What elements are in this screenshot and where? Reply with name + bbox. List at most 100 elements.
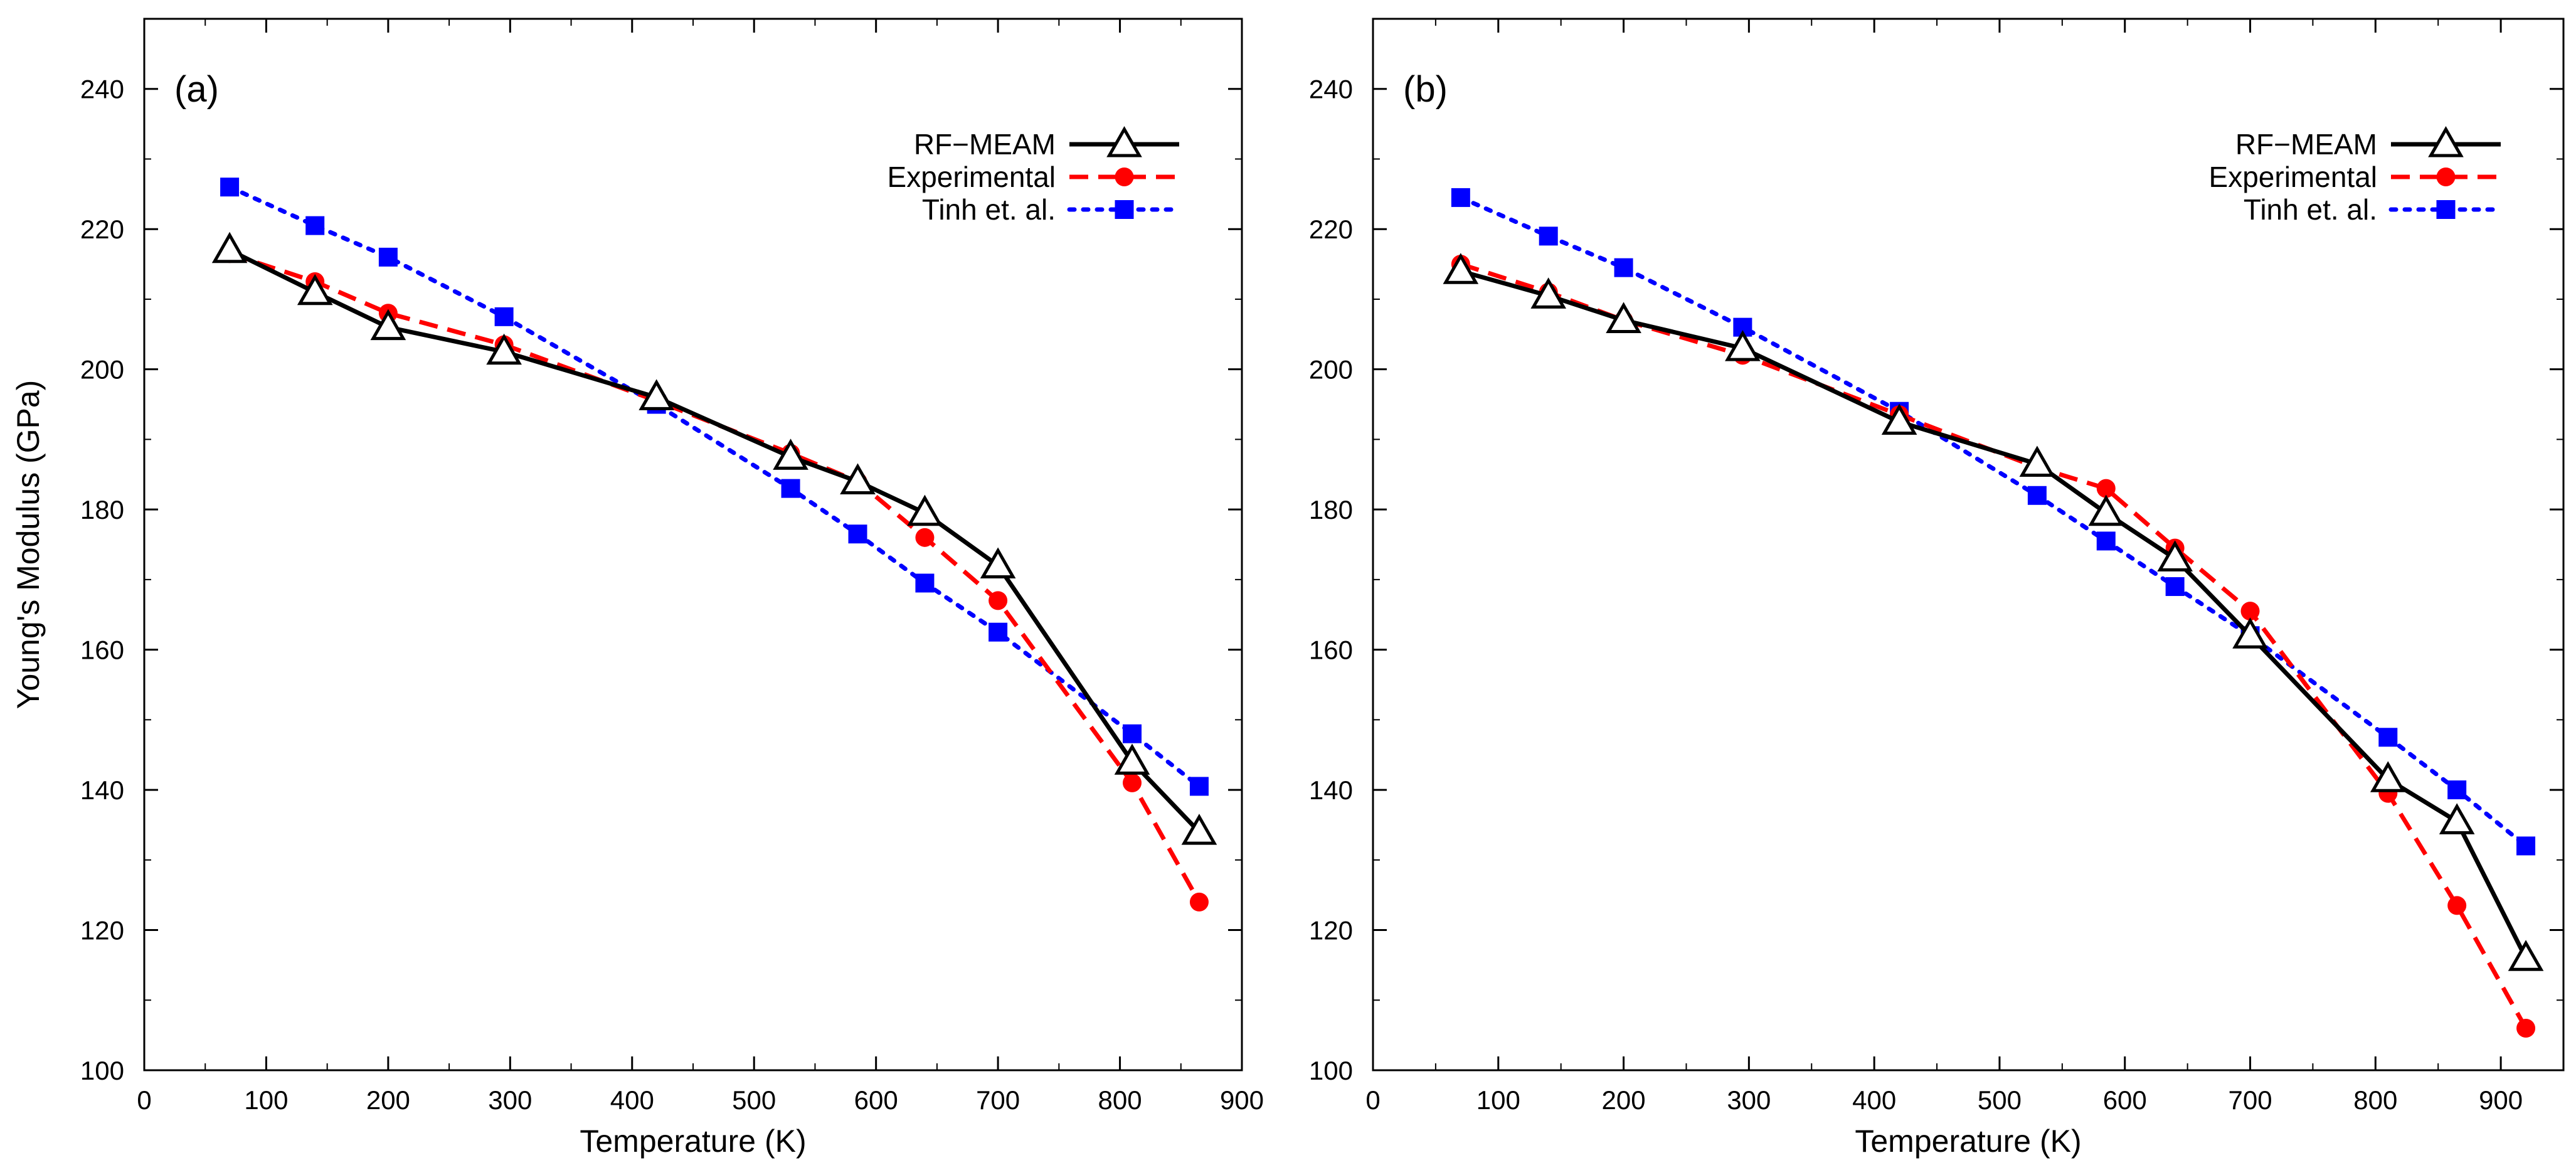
data-point (1189, 892, 1209, 912)
legend-marker (2436, 167, 2456, 186)
data-point (2378, 728, 2398, 747)
legend-marker (1115, 167, 1134, 186)
x-tick-label: 300 (1727, 1085, 1771, 1115)
data-point (2019, 445, 2055, 477)
series-line (1458, 195, 2528, 848)
y-tick-label: 120 (1309, 916, 1353, 945)
data-point (989, 591, 1008, 610)
x-axis-label: Temperature (K) (580, 1124, 806, 1159)
legend-item: Experimental (2209, 161, 2501, 193)
data-point (2516, 1018, 2536, 1038)
legend-marker (2428, 125, 2464, 157)
y-tick-label: 240 (80, 75, 124, 104)
x-tick-label: 100 (244, 1085, 288, 1115)
x-tick-label: 0 (137, 1085, 151, 1115)
data-point (915, 528, 935, 547)
y-tick-label: 200 (80, 355, 124, 385)
data-point (1181, 814, 1217, 845)
data-point (1189, 777, 1209, 796)
series-rf-meam (1443, 253, 2544, 971)
y-tick-label: 160 (1309, 635, 1353, 665)
data-point (1614, 258, 1633, 277)
y-tick-label: 140 (80, 775, 124, 805)
data-point (1114, 743, 1150, 775)
x-tick-label: 100 (1476, 1085, 1520, 1115)
data-point (915, 573, 935, 593)
data-point (989, 622, 1008, 642)
panel-label: (b) (1403, 69, 1448, 110)
x-tick-label: 900 (2479, 1085, 2523, 1115)
x-tick-label: 500 (732, 1085, 776, 1115)
y-tick-label: 200 (1309, 355, 1353, 385)
x-tick-label: 900 (1220, 1085, 1264, 1115)
data-point (2447, 896, 2467, 915)
data-point (486, 333, 522, 365)
data-point (980, 547, 1016, 579)
data-point (2027, 486, 2047, 505)
data-point (840, 463, 876, 494)
data-point (2157, 540, 2193, 572)
legend-item: RF−MEAM (914, 125, 1179, 161)
y-tick-label: 180 (80, 495, 124, 524)
legend-item: RF−MEAM (2235, 125, 2501, 161)
data-point (1881, 403, 1917, 435)
data-point (1725, 330, 1761, 361)
data-point (848, 524, 867, 544)
data-point (2516, 836, 2536, 856)
x-tick-label: 200 (1602, 1085, 1646, 1115)
panels: 0 100 200 300 400 500 600 700 800 900 100 120 140 160… (11, 18, 2565, 1159)
y-tick-label: 120 (80, 916, 124, 945)
data-point (2096, 531, 2116, 551)
data-point (1123, 724, 1142, 743)
data-point (220, 178, 240, 197)
x-tick-label: 700 (2228, 1085, 2272, 1115)
data-point (2240, 602, 2260, 621)
legend-label: Tinh et. al. (922, 193, 1056, 226)
data-point (1606, 302, 1641, 333)
x-tick-label: 400 (610, 1085, 654, 1115)
data-point (494, 307, 514, 326)
data-point (2165, 577, 2185, 597)
data-point (1123, 773, 1142, 792)
data-point (305, 216, 325, 235)
x-tick-label: 400 (1852, 1085, 1896, 1115)
panel-label: (a) (174, 69, 219, 110)
series-rf-meam (211, 231, 1217, 845)
y-axis-label: Young's Modulus (GPa) (11, 380, 46, 710)
y-tick-label: 100 (80, 1056, 124, 1085)
x-tick-label: 300 (488, 1085, 532, 1115)
x-tick-label: 700 (976, 1085, 1020, 1115)
data-point (1443, 253, 1479, 284)
data-point (2088, 494, 2124, 526)
data-point (1451, 188, 1470, 207)
y-tick-label: 140 (1309, 775, 1353, 805)
x-tick-label: 500 (1978, 1085, 2022, 1115)
data-point (378, 247, 398, 267)
legend-item: Tinh et. al. (2244, 193, 2503, 226)
legend-label: Experimental (888, 161, 1056, 193)
data-point (907, 494, 943, 526)
data-point (1530, 277, 1567, 309)
legend-label: Tinh et. al. (2244, 193, 2377, 226)
legend-label: RF−MEAM (914, 128, 1056, 161)
y-tick-label: 220 (80, 215, 124, 244)
x-tick-label: 800 (2353, 1085, 2397, 1115)
y-tick-label: 160 (80, 635, 124, 665)
x-tick-label: 600 (2103, 1085, 2147, 1115)
data-point (639, 379, 674, 410)
x-axis-label: Temperature (K) (1855, 1124, 2081, 1159)
data-point (2439, 803, 2475, 834)
legend-marker (2436, 200, 2456, 219)
data-point (211, 231, 248, 263)
data-point (297, 274, 333, 306)
data-point (2096, 479, 2116, 498)
chart-panel-a: 0 100 200 300 400 500 600 700 800 900 100 120 140 160… (11, 18, 1264, 1159)
data-point (2447, 780, 2467, 800)
legend-label: RF−MEAM (2235, 128, 2377, 161)
legend-marker (1106, 125, 1142, 157)
data-point (2370, 761, 2406, 792)
